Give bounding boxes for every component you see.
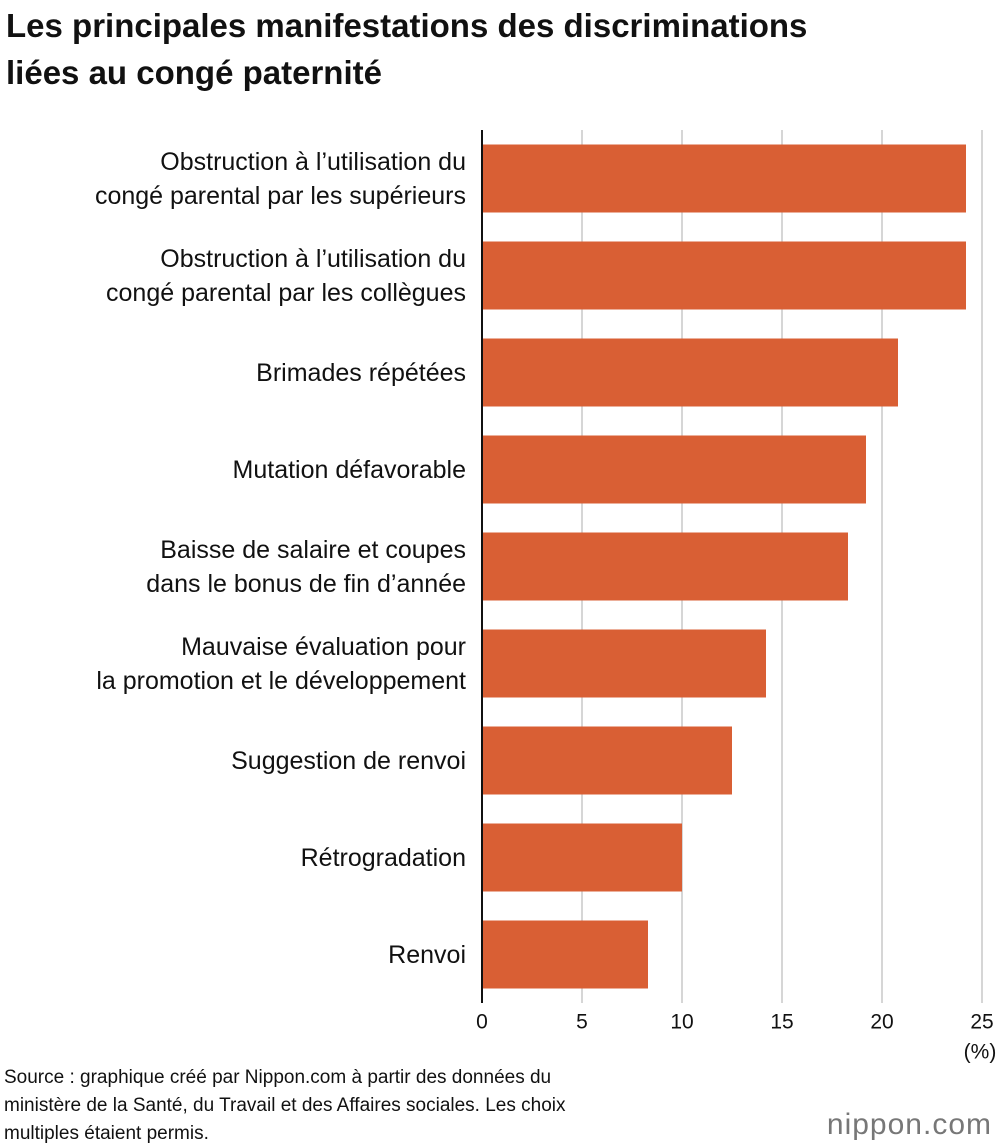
x-tick-label: 10 [670,1011,693,1034]
x-tick-label: 5 [576,1011,588,1034]
y-tick-label: Obstruction à l’utilisation du congé par… [94,147,466,210]
x-tick-label: 25 [970,1011,993,1034]
y-tick-label: Mauvaise évaluation pour la promotion et… [96,632,466,695]
bar [482,144,966,213]
logo: nippon.com [826,1108,992,1141]
source-note: Source : graphique créé par Nippon.com à… [4,1067,566,1144]
y-tick-label: Renvoi [388,940,466,969]
chart-title: Les principales manifestations des discr… [6,7,808,91]
bar [482,338,898,407]
bar [482,435,866,504]
y-tick-label: Suggestion de renvoi [231,746,466,775]
bar [482,241,966,310]
x-tick-label: 20 [870,1011,893,1034]
bar [482,532,848,601]
x-tick-label: 15 [770,1011,793,1034]
y-tick-label: Brimades répétées [256,358,466,387]
y-tick-label: Baisse de salaire et coupes dans le bonu… [146,535,466,598]
y-tick-label: Rétrogradation [300,843,466,872]
bar [482,823,682,892]
bar [482,726,732,795]
x-tick-label: 0 [476,1011,488,1034]
bar [482,629,766,698]
bar [482,920,648,989]
x-axis-label: (%) [964,1041,997,1064]
y-tick-label: Mutation défavorable [232,455,466,484]
y-tick-label: Obstruction à l’utilisation du congé par… [106,244,466,307]
